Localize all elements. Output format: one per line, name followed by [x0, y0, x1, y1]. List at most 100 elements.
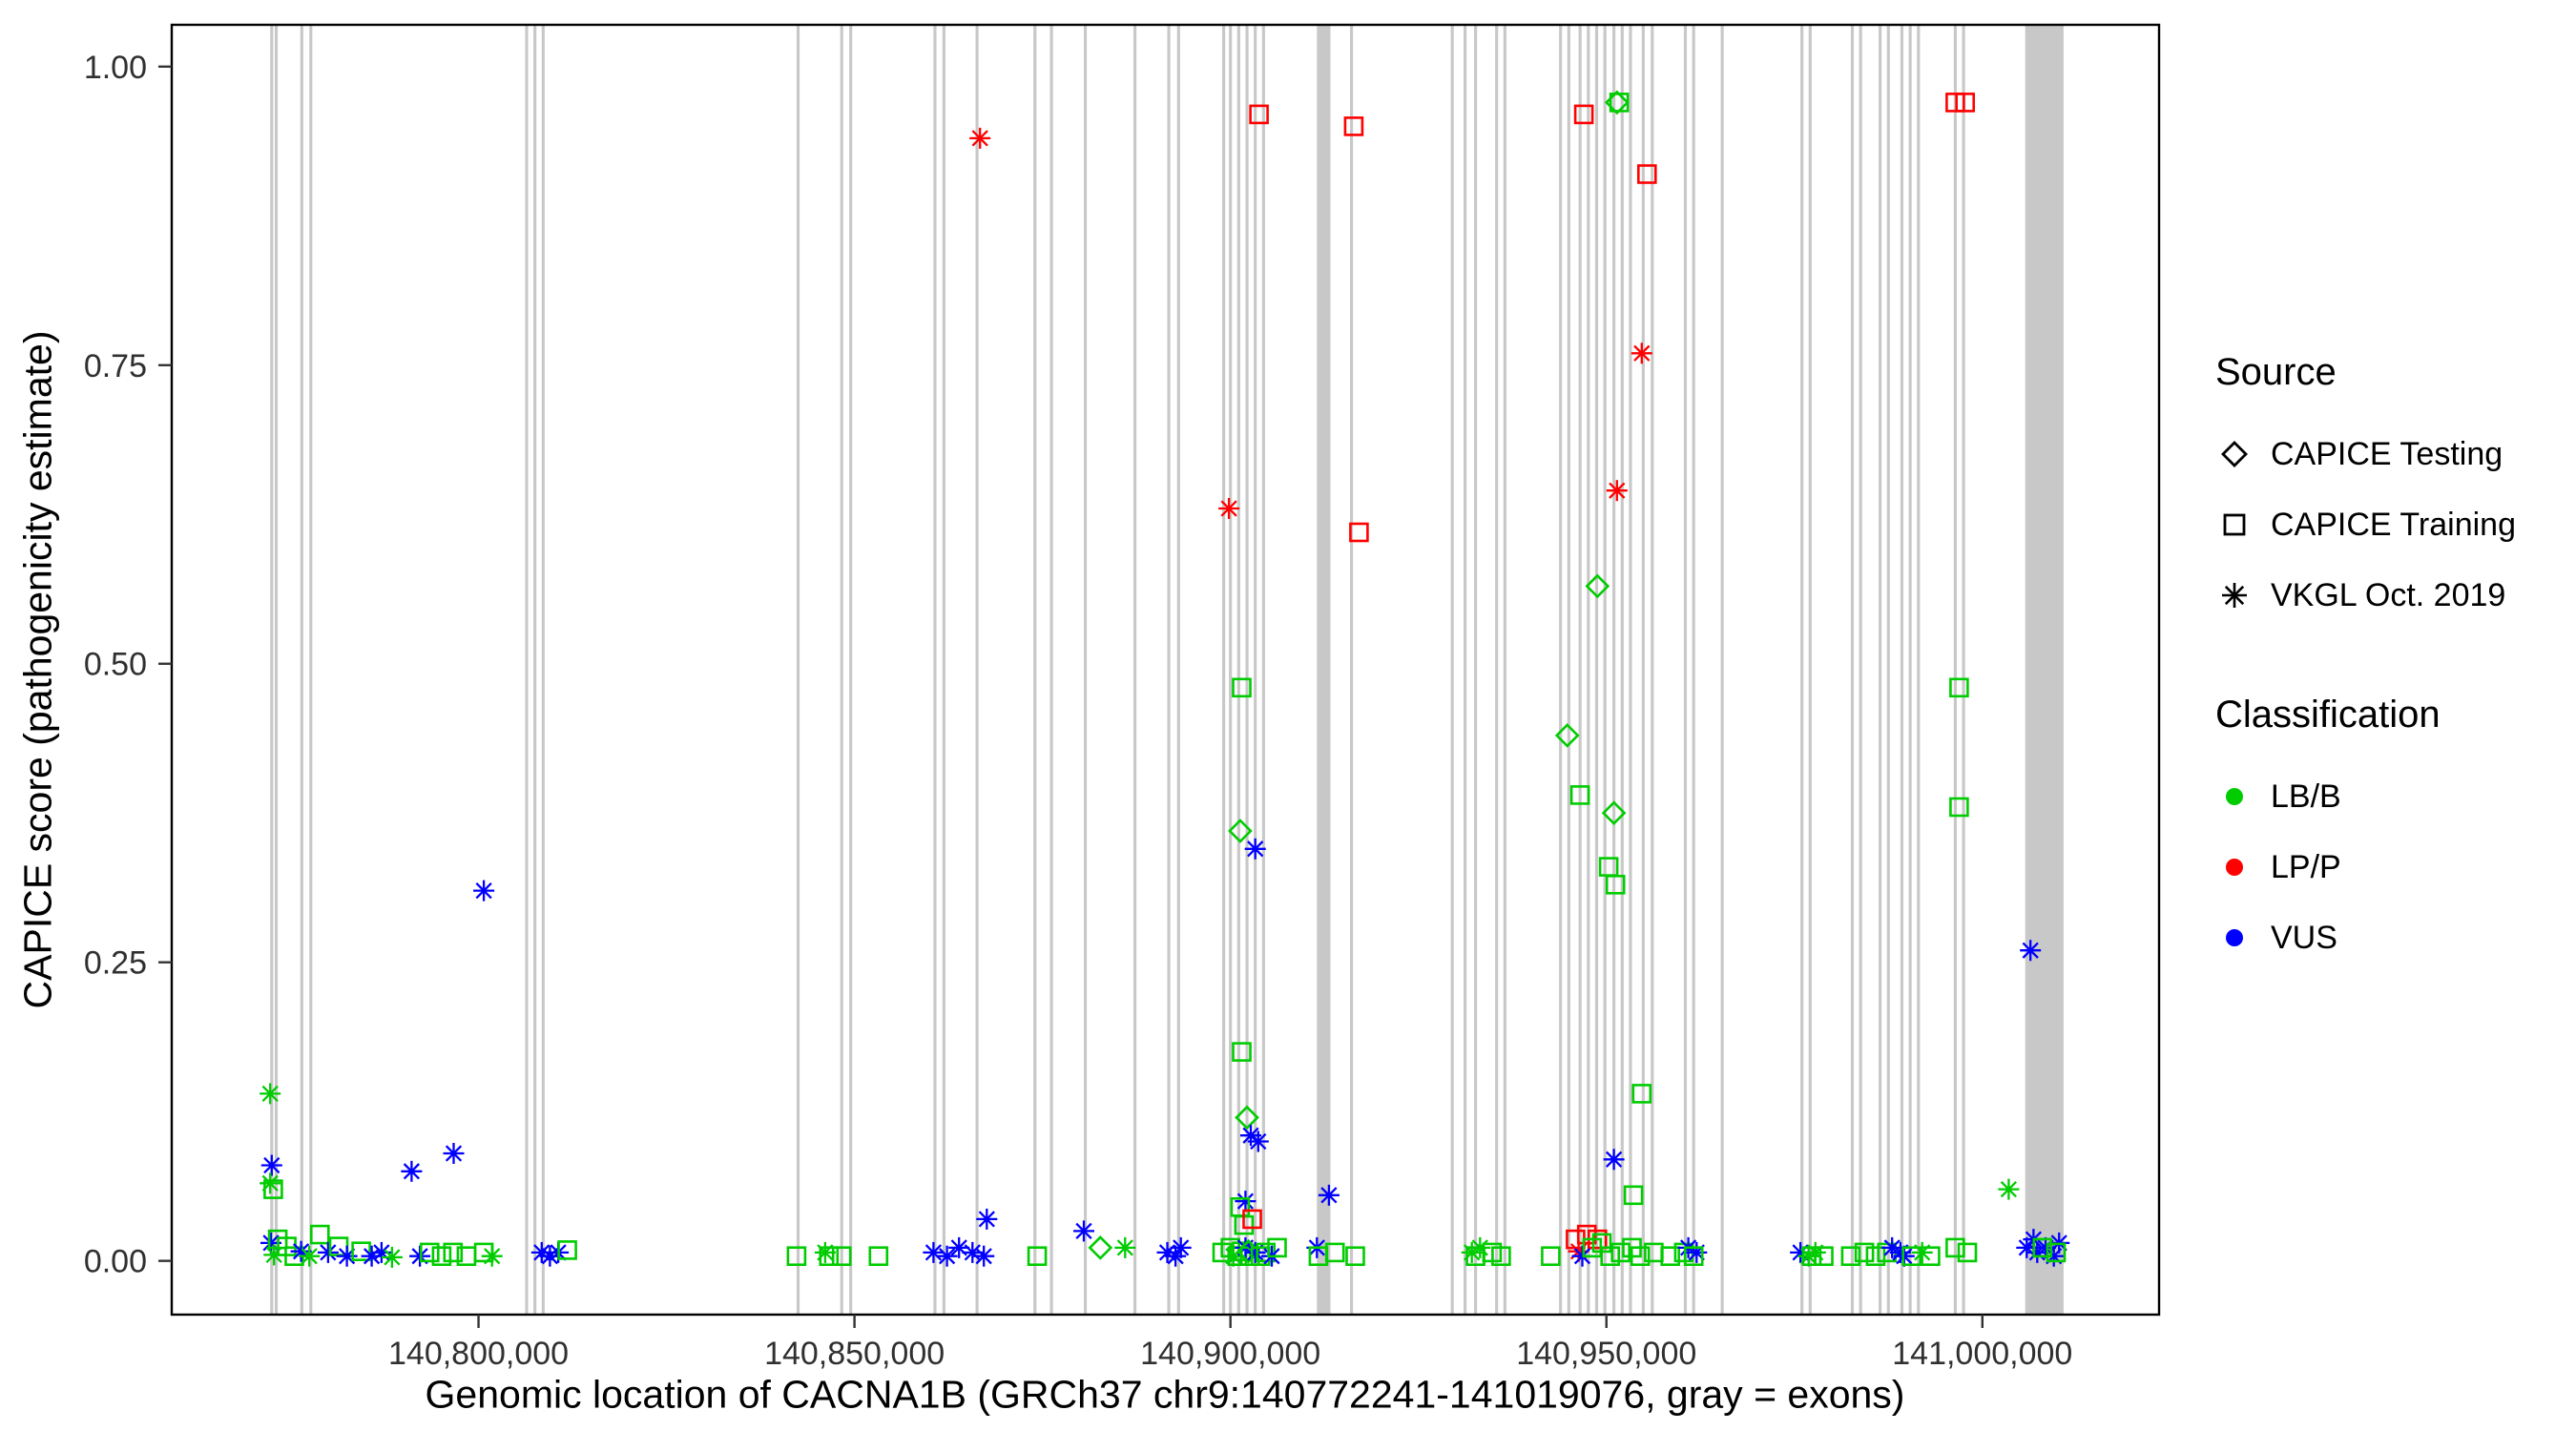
- exon-band: [840, 25, 843, 1315]
- exon-band: [1222, 25, 1226, 1315]
- legend-item-vus: VUS: [2215, 902, 2516, 973]
- data-point: [336, 1245, 358, 1267]
- data-point: [1630, 1246, 1651, 1266]
- x-tick-label: 140,850,000: [764, 1336, 945, 1372]
- legend-item-capice-training: CAPICE Training: [2215, 489, 2516, 560]
- data-point: [1073, 1220, 1094, 1242]
- data-point: [481, 1245, 503, 1267]
- data-point: [2032, 1237, 2053, 1258]
- exon-band: [1808, 25, 1812, 1315]
- data-point: [1235, 1105, 1259, 1130]
- exon-band: [2025, 25, 2064, 1315]
- data-point: [786, 1246, 807, 1266]
- exon-band: [1261, 25, 1265, 1315]
- data-point: [401, 1160, 423, 1182]
- data-point: [1249, 104, 1269, 125]
- x-tick-label: 140,800,000: [388, 1336, 569, 1372]
- data-point: [473, 880, 495, 902]
- data-point: [1228, 819, 1253, 843]
- exon-band: [300, 25, 303, 1315]
- data-point: [969, 127, 991, 149]
- data-point: [1801, 1246, 1822, 1266]
- exon-band: [1450, 25, 1454, 1315]
- data-point: [1170, 1236, 1192, 1258]
- exon-band: [1629, 25, 1632, 1315]
- data-point: [1027, 1246, 1048, 1266]
- data-point: [1232, 1042, 1252, 1062]
- data-point: [819, 1246, 840, 1266]
- data-point: [1683, 1246, 1704, 1266]
- x-tick-label: 140,950,000: [1516, 1336, 1696, 1372]
- x-tick-label: 141,000,000: [1892, 1336, 2072, 1372]
- exon-band: [1254, 25, 1257, 1315]
- exon-band: [1900, 25, 1904, 1315]
- data-point: [443, 1242, 464, 1263]
- legend-item-lpp: LP/P: [2215, 832, 2516, 902]
- exon-band: [1612, 25, 1616, 1315]
- data-point: [419, 1242, 440, 1263]
- y-tick-label: 0.75: [84, 348, 147, 384]
- data-point: [936, 1245, 958, 1267]
- data-point: [299, 1245, 321, 1267]
- data-point: [443, 1143, 465, 1164]
- y-tick-label: 0.00: [84, 1244, 147, 1280]
- green-dot-icon: [2226, 788, 2243, 805]
- exon-band: [1651, 25, 1654, 1315]
- data-point: [1349, 522, 1369, 543]
- x-tick-label: 140,900,000: [1140, 1336, 1320, 1372]
- data-point: [381, 1246, 403, 1268]
- legend-classification-title: Classification: [2215, 694, 2441, 736]
- exon-band: [1567, 25, 1570, 1315]
- exon-band: [1587, 25, 1590, 1315]
- square-icon: [2223, 513, 2246, 536]
- data-point: [260, 1154, 282, 1176]
- y-tick-label: 0.50: [84, 647, 147, 683]
- data-point: [1600, 1246, 1620, 1266]
- diamond-icon: [2221, 441, 2248, 467]
- data-point: [1267, 1237, 1287, 1258]
- data-point: [1921, 1246, 1941, 1266]
- data-point: [1343, 116, 1364, 136]
- exon-band: [1033, 25, 1037, 1315]
- exon-band: [1683, 25, 1688, 1315]
- data-point: [1242, 1209, 1262, 1230]
- exon-band: [1229, 25, 1233, 1315]
- data-point: [1088, 1235, 1113, 1260]
- data-point: [1998, 1178, 2020, 1200]
- data-point: [1554, 723, 1580, 748]
- exon-band: [270, 25, 274, 1315]
- exon-band: [1176, 25, 1180, 1315]
- data-point: [260, 1083, 281, 1105]
- data-point: [1945, 1237, 1965, 1258]
- data-point: [1631, 342, 1652, 364]
- exon-band: [1559, 25, 1563, 1315]
- data-point: [1318, 1184, 1340, 1206]
- data-point: [260, 1172, 281, 1194]
- data-point: [1324, 1242, 1345, 1263]
- data-point: [1609, 93, 1630, 113]
- x-axis-title: Genomic location of CACNA1B (GRCh37 chr9…: [425, 1372, 1905, 1417]
- exon-band: [975, 25, 979, 1315]
- exon-band: [1474, 25, 1478, 1315]
- exon-band: [849, 25, 853, 1315]
- exon-band: [1859, 25, 1862, 1315]
- exon-band: [1578, 25, 1582, 1315]
- data-point: [1865, 1246, 1886, 1266]
- data-point: [309, 1224, 330, 1245]
- exon-band: [1850, 25, 1855, 1315]
- exon-band: [1463, 25, 1467, 1315]
- exon-band: [796, 25, 800, 1315]
- axes: 140,800,000 140,850,000 140,900,000 140,950…: [84, 50, 2073, 1372]
- data-point: [317, 1241, 339, 1263]
- exon-band: [1133, 25, 1137, 1315]
- data-point: [2020, 940, 2042, 962]
- data-point: [539, 1245, 561, 1267]
- y-tick-label: 1.00: [84, 50, 147, 86]
- data-point: [923, 1241, 945, 1263]
- data-point: [1247, 1130, 1269, 1152]
- data-point: [1637, 164, 1657, 184]
- legend-item-label: VUS: [2271, 919, 2337, 956]
- data-point: [1601, 800, 1627, 826]
- legend-item-label: VKGL Oct. 2019: [2271, 576, 2506, 613]
